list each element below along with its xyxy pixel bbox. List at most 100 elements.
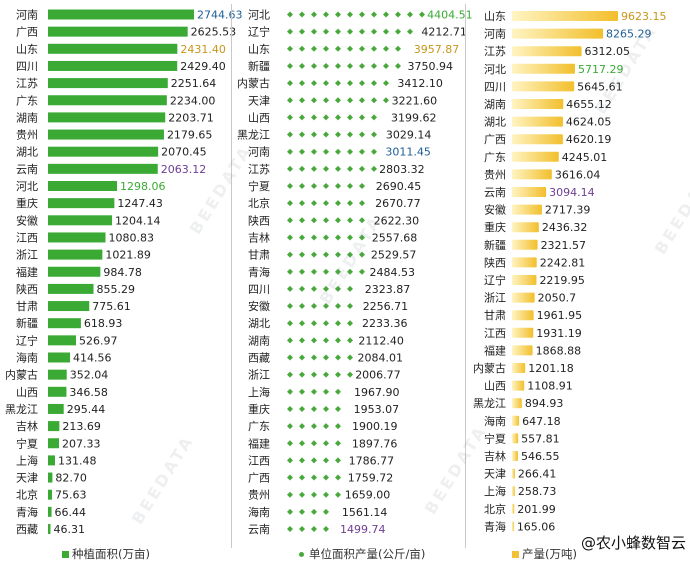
yield-marker [299, 97, 305, 104]
area-category-label: 广西 [16, 26, 38, 39]
area-value-label: 2179.65 [167, 129, 213, 142]
yield-marker [299, 526, 305, 532]
yield-marker [383, 80, 389, 87]
production-category-label: 安徽 [484, 203, 506, 217]
yield-marker [287, 28, 293, 35]
yield-marker [299, 148, 305, 155]
yield-marker [287, 474, 293, 481]
area-value-label: 1080.83 [108, 231, 154, 244]
yield-marker [311, 131, 317, 138]
yield-marker [311, 423, 317, 430]
yield-category-label: 山西 [248, 111, 270, 124]
production-value-label: 201.99 [517, 503, 556, 516]
area-value-label: 2203.71 [168, 111, 214, 124]
production-bar [512, 169, 552, 180]
area-value-label: 207.33 [62, 437, 100, 450]
area-value-label: 1204.14 [115, 214, 161, 227]
area-bar [48, 352, 71, 363]
production-category-label: 福建 [484, 343, 506, 357]
yield-marker [383, 28, 389, 35]
yield-marker [287, 457, 293, 464]
yield-marker [347, 97, 353, 104]
production-value-label: 2321.57 [541, 239, 587, 252]
area-bar [48, 318, 81, 329]
yield-marker [323, 251, 329, 258]
yield-marker [347, 114, 353, 121]
yield-marker [323, 423, 329, 430]
production-value-label: 546.55 [521, 450, 560, 463]
yield-category-label: 河南 [248, 146, 270, 159]
yield-marker [371, 80, 377, 87]
yield-marker [335, 62, 341, 69]
yield-marker [359, 268, 365, 275]
production-bar [512, 415, 520, 426]
yield-marker [335, 440, 341, 447]
production-value-label: 6312.05 [585, 45, 631, 58]
production-value-label: 557.81 [521, 432, 560, 445]
yield-marker [335, 165, 341, 172]
production-bar [512, 63, 575, 74]
yield-marker [311, 62, 317, 69]
production-bar [512, 116, 563, 127]
area-value-label: 775.61 [92, 300, 131, 313]
yield-marker [359, 165, 365, 172]
yield-marker [347, 200, 353, 207]
yield-marker [287, 491, 293, 498]
yield-marker [347, 251, 353, 258]
yield-marker [335, 303, 341, 310]
yield-marker [395, 62, 401, 69]
yield-value-label: 4404.51 [427, 9, 473, 22]
yield-marker [359, 234, 365, 241]
area-category-label: 山西 [16, 386, 38, 399]
area-bar [48, 78, 168, 89]
yield-marker [311, 268, 317, 275]
yield-marker [335, 148, 341, 155]
yield-category-label: 云南 [248, 523, 270, 536]
yield-marker [299, 131, 305, 138]
yield-marker [347, 320, 353, 327]
yield-marker [407, 11, 413, 18]
yield-marker [347, 62, 353, 69]
legend-swatch-area [62, 551, 69, 558]
area-value-label: 2234.00 [170, 94, 216, 107]
yield-marker [287, 440, 293, 447]
yield-marker [335, 474, 341, 481]
yield-marker [359, 200, 365, 207]
area-value-label: 82.70 [55, 472, 87, 485]
area-bar [48, 129, 164, 140]
production-value-label: 9623.15 [621, 10, 667, 23]
production-category-label: 云南 [484, 186, 506, 199]
yield-marker [287, 388, 293, 395]
yield-category-label: 河北 [248, 9, 270, 22]
yield-marker [299, 371, 305, 378]
area-value-label: 352.04 [70, 369, 109, 382]
yield-marker [299, 440, 305, 447]
yield-marker [311, 320, 317, 327]
yield-marker [311, 45, 317, 52]
yield-marker [383, 11, 389, 18]
yield-marker [299, 285, 305, 292]
area-value-label: 2251.64 [171, 77, 217, 90]
yield-marker [335, 285, 341, 292]
yield-marker [335, 45, 341, 52]
production-value-label: 2219.95 [539, 274, 585, 287]
yield-marker [323, 114, 329, 121]
area-value-label: 66.44 [55, 506, 86, 519]
area-category-label: 河南 [16, 9, 38, 22]
yield-marker [311, 28, 317, 35]
yield-marker [311, 457, 317, 464]
yield-marker [371, 97, 377, 104]
yield-marker [347, 285, 353, 292]
production-category-label: 江苏 [484, 45, 506, 58]
yield-marker [347, 165, 353, 172]
yield-marker [323, 337, 329, 344]
production-category-label: 河南 [484, 28, 506, 41]
production-bar [512, 46, 582, 57]
production-category-label: 海南 [484, 414, 506, 428]
yield-value-label: 2690.45 [376, 180, 422, 193]
area-value-label: 2744.63 [197, 9, 243, 22]
area-bar [48, 472, 53, 483]
panel-divider-left [231, 4, 232, 548]
production-bar [512, 398, 522, 409]
yield-marker [287, 405, 293, 412]
